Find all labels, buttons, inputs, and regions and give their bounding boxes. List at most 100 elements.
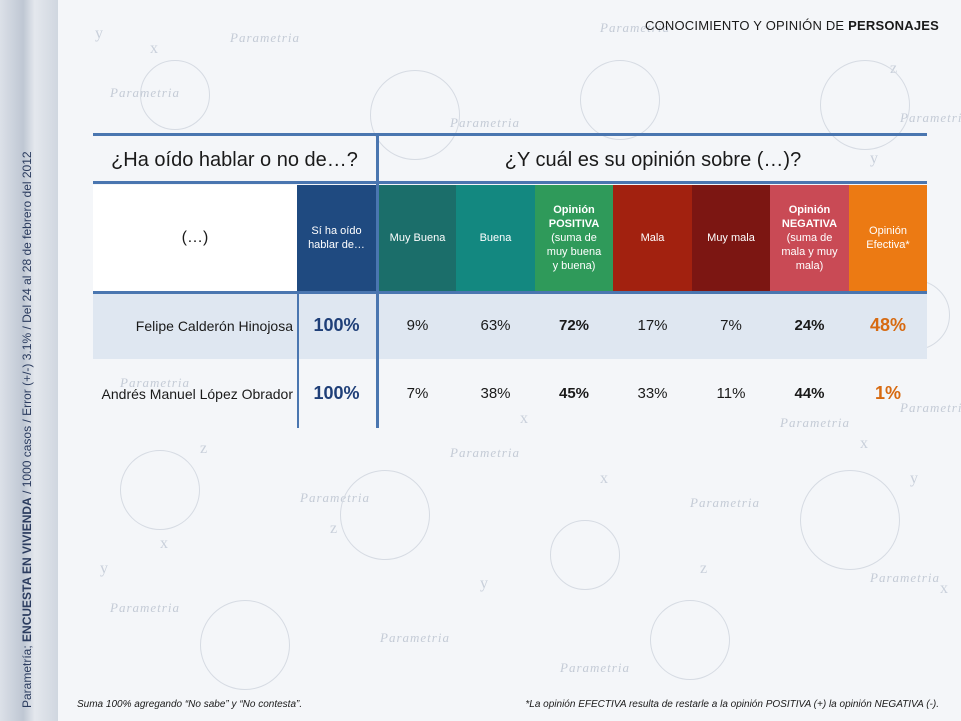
table-cell: 48% [869,315,907,335]
watermark-word: Parametria [110,600,180,615]
watermark-word: Parametria [780,415,850,430]
watermark-circle [800,470,900,570]
watermark-word: Parametria [380,630,450,645]
watermark-symbol: x [150,40,158,57]
column-header-line: Mala [640,232,665,244]
watermark-circle [120,450,200,530]
watermark-symbol: x [600,470,608,487]
column-header-line: hablar de… [308,239,365,251]
watermark-word: Parametria [450,115,520,130]
table-cell: 45% [558,385,590,402]
column-header-0: Sí ha oído hablar de… [297,185,376,291]
column-header-line: Muy mala [707,232,755,244]
watermark-word: Parametria [450,445,520,460]
table-cell: 7% [720,317,742,334]
table-cell: 1% [874,383,901,403]
watermark-word: Parametria [120,375,190,390]
watermark-word: Parametria [690,495,760,510]
column-header-3: Opinión POSITIVA (suma de muy buena y buena… [535,185,613,291]
table-cell: 17% [637,317,668,334]
column-header-2: Buena [456,185,535,291]
watermark-symbol: x [860,435,868,452]
question-right: ¿Y cuál es su opinión sobre (…)? [504,148,802,171]
column-header-line: (suma de [551,232,597,244]
watermark-circle [370,70,460,160]
footnote-right: *La opinión EFECTIVA resulta de restarle… [525,699,939,710]
table-cell: 44% [794,385,825,402]
survey-note-source: Parametría; [20,641,34,708]
column-header-line: y buena) [552,260,596,272]
page-title-strong: PERSONAJES [848,18,939,33]
column-header-line: Opinión [869,225,907,237]
row-name: Andrés Manuel López Obrador [101,385,293,402]
column-header-strong: Opinión NEGATIVA [781,204,838,230]
watermark-circle [550,520,620,590]
watermark-word: Parametria [870,570,940,585]
table-cell: 100% [313,315,360,335]
watermark-symbol: y [910,470,918,487]
column-header-line: mala) [795,260,824,272]
name-column-header: (…) [93,185,297,291]
survey-note: Parametría; ENCUESTA EN VIVIENDA / 1000 … [20,18,40,708]
watermark-symbol: x [940,580,948,597]
table-cell: 24% [794,317,825,334]
column-header-4: Mala [613,185,692,291]
question-divider-line [93,181,927,184]
column-header-strong: Opinión POSITIVA [548,204,600,230]
survey-note-method: ENCUESTA EN VIVIENDA [20,497,34,642]
table-cell: 11% [716,385,746,402]
row-highlight [93,292,927,359]
table-top-line [93,133,927,136]
table-cell: 38% [480,385,511,402]
watermark-symbol: y [480,575,488,592]
watermark-word: Parametria [900,110,961,125]
column-header-line: Buena [479,232,512,244]
watermark-symbol: z [890,60,898,77]
column-header-line: Efectiva* [866,239,910,251]
watermark-symbol: x [520,410,528,427]
column-header-7: Opinión Efectiva* [849,185,927,291]
watermark-word: Parametria [560,660,630,675]
column-header-line: Sí ha oído [311,225,362,237]
watermark-circle [580,60,660,140]
side-band [0,0,58,721]
page-title: CONOCIMIENTO Y OPINIÓN DE PERSONAJES [645,18,939,33]
table-cell: 72% [558,317,590,334]
column-header-line: (suma de [786,232,833,244]
page-title-prefix: CONOCIMIENTO Y OPINIÓN DE [645,18,849,33]
table-cell: 9% [406,317,429,334]
watermark-symbol: x [160,535,168,552]
column-header-line: mala y muy [781,246,838,258]
table-cell: 63% [480,317,511,334]
table-cell: 7% [406,385,429,402]
column-header-line: Muy Buena [389,232,446,244]
watermark-circle [200,600,290,690]
column-header-5: Muy mala [692,185,770,291]
table-cell: 33% [637,385,668,402]
column-header-6: Opinión NEGATIVA (suma de mala y muy mala) [770,185,849,291]
header-divider-line [93,291,927,294]
watermark-circle [820,60,910,150]
table-cell: 100% [313,383,360,403]
watermark-symbol: z [700,560,708,577]
column-header-line: muy buena [546,246,602,258]
section-divider-line [376,133,379,428]
watermark-symbol: y [100,560,108,577]
survey-note-details: / 1000 casos / Error (+/-) 3.1% / Del 24… [20,151,34,498]
watermark-word: Parametria [900,400,961,415]
left-divider-line [297,291,299,428]
watermark-symbol: z [200,440,208,457]
watermark-circle [650,600,730,680]
watermark-word: Parametria [230,30,300,45]
watermark-symbol: z [330,520,338,537]
watermark-word: Parametria [600,20,670,35]
question-left: ¿Ha oído hablar o no de…? [111,148,358,171]
row-name: Felipe Calderón Hinojosa [135,317,293,334]
footnote-left: Suma 100% agregando “No sabe” y “No cont… [77,699,303,710]
opinion-table: ¿Ha oído hablar o no de…? ¿Y cuál es su … [93,133,927,428]
watermark-symbol: y [870,150,878,167]
column-header-1: Muy Buena [379,185,456,291]
watermark-circle [340,470,430,560]
watermark-symbol: y [95,25,103,42]
watermark-circle [140,60,210,130]
